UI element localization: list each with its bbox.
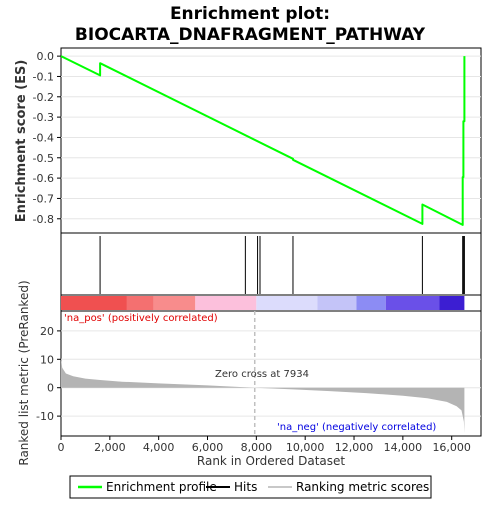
chart-title-line1: Enrichment plot: (170, 4, 330, 24)
color-bar-segment (256, 296, 318, 310)
es-y-tick-label: -0.8 (33, 213, 54, 226)
es-y-tick-label: -0.3 (33, 111, 54, 124)
es-y-tick-label: 0.0 (37, 50, 55, 63)
rank-y-axis: 20 10 0 -10 (36, 325, 61, 423)
rank-y-tick-label: 20 (40, 325, 54, 338)
x-tick-label: 6,000 (192, 441, 224, 454)
legend-box (69, 475, 432, 499)
color-bar-segment (61, 296, 127, 310)
color-bar-segment (439, 296, 465, 310)
neg-correlated-label: 'na_neg' (negatively correlated) (277, 422, 436, 433)
x-axis-label: Rank in Ordered Dataset (197, 454, 345, 468)
rank-y-tick-label: -10 (36, 410, 54, 423)
x-axis: 0 2,000 4,000 6,000 8,000 10,000 12,000 14,000 1… (58, 436, 471, 454)
legend-item-label: Enrichment profile (106, 480, 217, 494)
es-y-tick-label: -0.7 (33, 192, 54, 205)
x-tick-label: 16,000 (432, 441, 471, 454)
color-bar-segment (385, 296, 440, 310)
color-bar-segment (356, 296, 386, 310)
x-tick-label: 12,000 (335, 441, 374, 454)
color-bar-segment (317, 296, 357, 310)
rank-y-tick-label: 0 (47, 382, 54, 395)
x-tick-label: 14,000 (384, 441, 423, 454)
es-y-tick-label: -0.5 (33, 152, 54, 165)
es-y-tick-label: -0.4 (33, 131, 54, 144)
color-bar-segment (195, 296, 257, 310)
x-tick-label: 0 (58, 441, 65, 454)
es-y-axis: 0.0 -0.1 -0.2 -0.3 -0.4 -0.5 -0.6 -0.7 -0.8 (33, 50, 61, 226)
es-y-axis-label: Enrichment score (ES) (14, 60, 29, 223)
es-gridlines (61, 55, 481, 220)
zero-cross-label: Zero cross at 7934 (215, 369, 309, 380)
hits-panel-frame (60, 232, 482, 296)
rank-panel-frame (60, 310, 482, 437)
enrichment-profile-line (60, 55, 466, 226)
es-y-tick-label: -0.1 (33, 70, 54, 83)
ranked-color-bar (61, 296, 465, 310)
legend-item-label: Ranking metric scores (296, 480, 429, 494)
rank-y-axis-label: Ranked list metric (PreRanked) (17, 280, 31, 465)
color-bar-segment (153, 296, 196, 310)
pos-correlated-label: 'na_pos' (positively correlated) (64, 313, 218, 324)
x-tick-label: 8,000 (241, 441, 273, 454)
legend-item-label: Hits (234, 480, 257, 494)
chart-title-line2: BIOCARTA_DNAFRAGMENT_PATHWAY (75, 25, 426, 45)
x-tick-label: 4,000 (143, 441, 175, 454)
legend: Enrichment profile Hits Ranking metric sco… (78, 480, 429, 494)
rank-y-tick-label: 10 (40, 353, 54, 366)
x-tick-label: 10,000 (286, 441, 325, 454)
x-tick-label: 2,000 (94, 441, 126, 454)
es-y-tick-label: -0.2 (33, 91, 54, 104)
color-bar-segment (126, 296, 154, 310)
es-y-tick-label: -0.6 (33, 172, 54, 185)
hits-group (99, 236, 465, 294)
